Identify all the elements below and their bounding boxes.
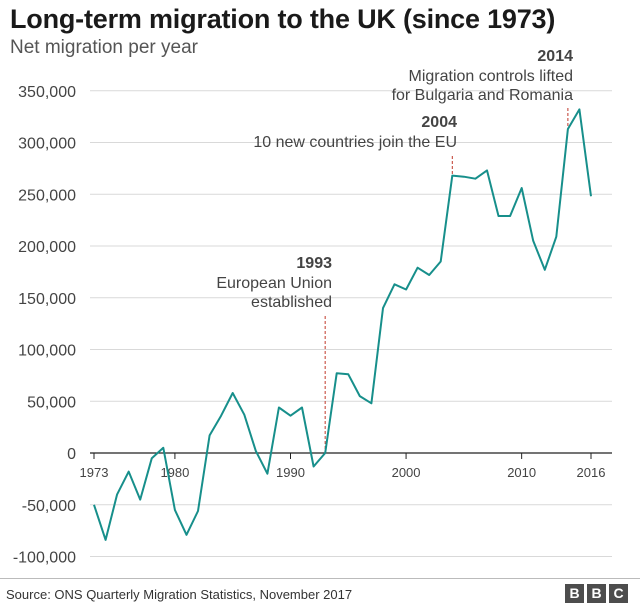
y-tick-label: 150,000 xyxy=(18,291,76,308)
y-tick-label: 300,000 xyxy=(18,136,76,153)
annotation-text: Migration controls lifted xyxy=(408,68,573,85)
bbc-logo: B B C xyxy=(565,584,628,603)
annotation-text: 10 new countries join the EU xyxy=(253,134,457,151)
y-tick-label: -50,000 xyxy=(22,498,76,515)
annotation-text: European Union xyxy=(216,275,332,292)
x-tick-label: 1973 xyxy=(80,465,109,480)
x-tick-label: 1990 xyxy=(276,465,305,480)
annotation-text: established xyxy=(251,294,332,311)
annotation-year: 1993 xyxy=(296,255,332,272)
line-chart: -100,000 -50,000 0 50,000 100,000 150,000 200,… xyxy=(13,48,612,567)
x-tick-label: 2010 xyxy=(507,465,536,480)
annotation-text: for Bulgaria and Romania xyxy=(392,87,574,104)
chart-title: Long-term migration to the UK (since 197… xyxy=(10,4,556,34)
annotation-year: 2014 xyxy=(537,48,573,65)
logo-letter: B xyxy=(587,584,606,603)
annotation-year: 2004 xyxy=(421,114,457,131)
y-tick-label: 350,000 xyxy=(18,84,76,101)
logo-letter: B xyxy=(565,584,584,603)
chart-subtitle: Net migration per year xyxy=(10,37,198,58)
footer-divider xyxy=(0,578,640,579)
x-tick-label: 2016 xyxy=(577,465,606,480)
logo-letter: C xyxy=(609,584,628,603)
source-note: Source: ONS Quarterly Migration Statisti… xyxy=(6,587,353,602)
y-tick-label: 50,000 xyxy=(27,394,76,411)
y-tick-label: 0 xyxy=(67,446,76,463)
x-tick-label: 1980 xyxy=(160,465,189,480)
x-tick-label: 2000 xyxy=(392,465,421,480)
y-tick-label: 100,000 xyxy=(18,343,76,360)
series-line xyxy=(93,108,592,541)
y-tick-label: -100,000 xyxy=(13,550,76,567)
y-tick-label: 250,000 xyxy=(18,187,76,204)
y-tick-label: 200,000 xyxy=(18,239,76,256)
